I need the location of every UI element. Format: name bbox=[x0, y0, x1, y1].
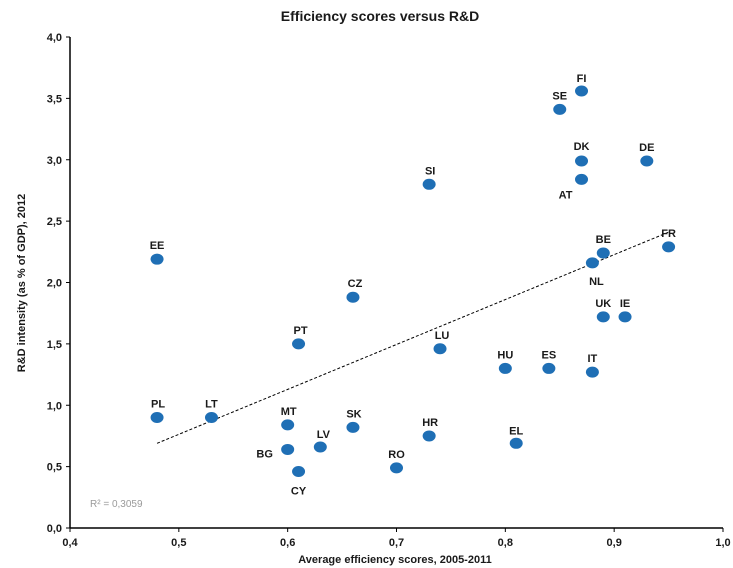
data-point-it bbox=[585, 366, 599, 378]
data-point-nl bbox=[585, 257, 599, 269]
point-label-fi: FI bbox=[577, 73, 587, 85]
point-label-el: EL bbox=[509, 425, 523, 437]
point-labels: FI SE DK DE AT SI FR BE NL EE CZ UK IE PT LU HU ES IT PL LT… bbox=[150, 73, 676, 498]
data-point-el bbox=[509, 437, 523, 449]
y-tick-label: 4,0 bbox=[47, 32, 62, 44]
point-label-ee: EE bbox=[150, 240, 165, 252]
data-point-hu bbox=[498, 362, 512, 374]
data-point-cy bbox=[292, 466, 306, 478]
point-label-lu: LU bbox=[435, 330, 450, 342]
data-point-fr bbox=[662, 241, 676, 253]
point-label-nl: NL bbox=[589, 276, 604, 288]
data-point-bg bbox=[281, 443, 295, 455]
point-label-uk: UK bbox=[595, 298, 611, 310]
point-label-de: DE bbox=[639, 142, 654, 154]
x-tick-label: 0,5 bbox=[171, 537, 186, 549]
point-label-lv: LV bbox=[317, 429, 331, 441]
data-point-lu bbox=[433, 343, 447, 355]
x-tick-label: 0,6 bbox=[280, 537, 295, 549]
point-label-mt: MT bbox=[281, 406, 297, 418]
data-point-at bbox=[575, 173, 589, 185]
y-tick-label: 2,0 bbox=[47, 278, 62, 290]
data-point-be bbox=[596, 247, 610, 259]
data-point-ie bbox=[618, 311, 632, 323]
trendline-line bbox=[156, 231, 669, 444]
data-point-uk bbox=[596, 311, 610, 323]
point-label-pt: PT bbox=[294, 325, 308, 337]
point-label-it: IT bbox=[588, 353, 598, 365]
y-tick-label: 1,5 bbox=[47, 339, 62, 351]
data-point-pt bbox=[292, 338, 306, 350]
x-axis-label: Average efficiency scores, 2005-2011 bbox=[298, 554, 491, 566]
data-point-mt bbox=[281, 419, 295, 431]
point-label-cz: CZ bbox=[348, 278, 363, 290]
x-tick-label: 1,0 bbox=[715, 537, 730, 549]
point-label-es: ES bbox=[542, 349, 557, 361]
x-tick-label: 0,8 bbox=[498, 537, 513, 549]
trendline bbox=[156, 231, 669, 444]
y-tick-label: 2,5 bbox=[47, 216, 62, 228]
point-label-fr: FR bbox=[661, 228, 676, 240]
point-label-pl: PL bbox=[151, 399, 165, 411]
point-label-si: SI bbox=[425, 165, 435, 177]
point-label-dk: DK bbox=[574, 141, 590, 153]
point-label-ro: RO bbox=[388, 449, 405, 461]
y-tick-label: 3,5 bbox=[47, 93, 62, 105]
point-label-cy: CY bbox=[291, 486, 307, 498]
x-tick-label: 0,9 bbox=[607, 537, 622, 549]
data-point-lt bbox=[204, 412, 218, 424]
data-point-de bbox=[640, 155, 654, 167]
y-tick-label: 3,0 bbox=[47, 155, 62, 167]
y-tick-label: 0,0 bbox=[47, 523, 62, 535]
point-label-se: SE bbox=[552, 90, 567, 102]
data-point-ro bbox=[390, 462, 403, 474]
point-label-be: BE bbox=[596, 234, 611, 246]
y-tick-label: 0,5 bbox=[47, 462, 62, 474]
data-point-sk bbox=[346, 421, 360, 433]
x-tick-label: 0,4 bbox=[62, 537, 78, 549]
data-point-pl bbox=[150, 412, 164, 424]
data-point-hr bbox=[422, 430, 436, 442]
data-point-dk bbox=[575, 155, 589, 167]
r-squared-label: R² = 0,3059 bbox=[90, 499, 143, 510]
point-label-ie: IE bbox=[620, 298, 630, 310]
data-point-lv bbox=[313, 441, 327, 453]
x-tick-label: 0,7 bbox=[389, 537, 404, 549]
y-axis-label: R&D intensity (as % of GDP), 2012 bbox=[16, 194, 28, 373]
data-point-se bbox=[553, 103, 567, 115]
data-points bbox=[150, 85, 676, 478]
data-point-si bbox=[422, 178, 436, 190]
data-point-fi bbox=[575, 85, 589, 97]
data-point-ee bbox=[150, 253, 164, 265]
point-label-sk: SK bbox=[346, 408, 361, 420]
point-label-hr: HR bbox=[422, 417, 438, 429]
chart-title: Efficiency scores versus R&D bbox=[281, 8, 479, 24]
data-point-cz bbox=[346, 291, 360, 303]
point-label-lt: LT bbox=[205, 399, 218, 411]
point-label-hu: HU bbox=[497, 349, 513, 361]
point-label-bg: BG bbox=[256, 448, 273, 460]
y-tick-label: 1,0 bbox=[47, 400, 62, 412]
point-label-at: AT bbox=[559, 189, 573, 201]
axes: 0,4 0,5 0,6 0,7 0,8 0,9 1,0 0,0 0,5 1,0 1,5 2,0 2,5 3… bbox=[47, 32, 731, 549]
data-point-es bbox=[542, 362, 556, 374]
